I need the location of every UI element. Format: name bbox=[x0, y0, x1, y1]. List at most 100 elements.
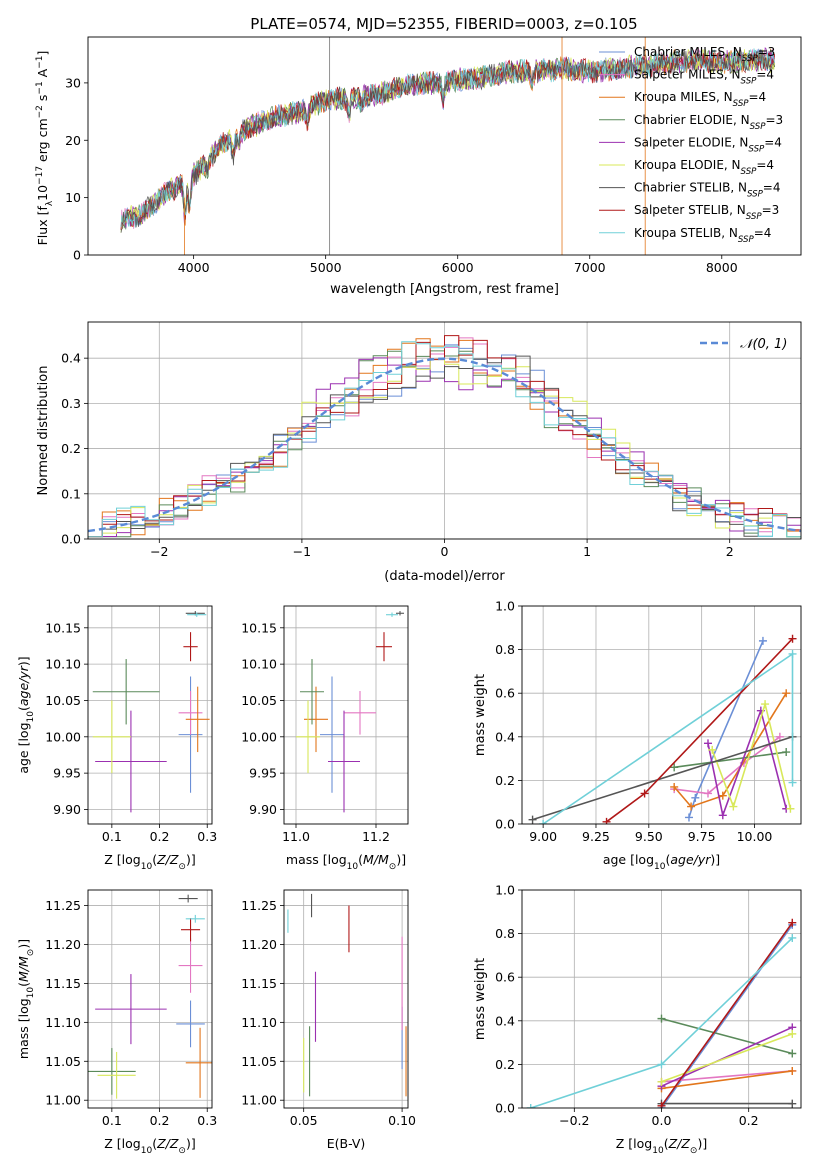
y-axis-label: Flux [fλ10−17 erg cm−2 s−1 A−1] bbox=[35, 51, 55, 246]
x-tick-label: 0.2 bbox=[150, 829, 170, 844]
label-part: =4 bbox=[763, 181, 781, 195]
label-part: Chabrier ELODIE, N bbox=[634, 113, 750, 127]
series-marker bbox=[687, 802, 696, 811]
series-marker bbox=[788, 1029, 797, 1038]
figure-title: PLATE=0574, MJD=52355, FIBERID=0003, z=0… bbox=[250, 15, 637, 33]
panel-mass-weight-vs-age: 9.00 9.25 9.50 9.75 10.00 0.0 0.2 0.4 0.6 0.8 1.0 a… bbox=[473, 599, 802, 872]
series-line bbox=[673, 692, 787, 808]
y-tick-label: 0.0 bbox=[61, 532, 81, 547]
label-part: ] bbox=[35, 51, 50, 56]
x-axis-label: age [log10(age/yr)] bbox=[603, 852, 720, 872]
errorbar-point bbox=[181, 918, 201, 942]
x-tick-label: 0.2 bbox=[150, 1113, 170, 1128]
axes-frame bbox=[283, 605, 409, 825]
label-part: s bbox=[35, 95, 50, 106]
label-part: Flux [f bbox=[35, 206, 50, 246]
y-tick-label: 1.0 bbox=[495, 883, 515, 898]
label-part: A bbox=[35, 68, 50, 81]
label-part: 10 bbox=[141, 862, 153, 872]
panel-residuals: −2 −1 0 1 2 0.0 0.1 0.2 0.3 0.4 𝒩(0, 1) (data-model… bbox=[36, 321, 802, 584]
label-part: −1 bbox=[35, 81, 45, 94]
label-part: =4 bbox=[754, 226, 772, 240]
series-line bbox=[661, 1070, 793, 1083]
series-line bbox=[707, 707, 787, 819]
x-tick-label: 10.00 bbox=[737, 829, 773, 844]
x-tick-label: 5000 bbox=[310, 260, 342, 275]
series-line bbox=[674, 751, 787, 769]
series-marker bbox=[670, 782, 679, 791]
histogram-kroupa-elodie bbox=[88, 359, 801, 538]
series-line bbox=[532, 736, 793, 821]
histogram-kroupa-stelib bbox=[88, 341, 801, 538]
label-part: ( bbox=[665, 852, 670, 867]
y-tick-label: 10.15 bbox=[45, 620, 81, 635]
y-tick-label: 11.25 bbox=[45, 898, 81, 913]
series-marker bbox=[788, 1066, 797, 1075]
y-tick-label: 10.00 bbox=[45, 729, 81, 744]
series-kroupa-stelib bbox=[539, 649, 797, 824]
label-part: 10 bbox=[652, 1146, 664, 1156]
label-part: =3 bbox=[758, 45, 776, 59]
y-tick-label: 11.00 bbox=[45, 1093, 81, 1108]
label-part: SSP bbox=[733, 99, 750, 109]
plot-area bbox=[88, 890, 212, 1108]
label-part: −17 bbox=[35, 166, 45, 185]
series-kroupa-elodie bbox=[708, 700, 795, 813]
y-tick-label: 0.2 bbox=[495, 773, 515, 788]
y-tick-label: 0 bbox=[73, 248, 81, 263]
label-part: age/yr bbox=[670, 852, 711, 867]
errorbar-point bbox=[92, 659, 160, 725]
y-tick-label: 11.15 bbox=[45, 976, 81, 991]
legend-entry: Chabrier ELODIE, NSSP=3 bbox=[634, 113, 783, 132]
axes-frame bbox=[87, 605, 213, 825]
label-part: SSP bbox=[747, 190, 764, 200]
errorbar-point bbox=[92, 700, 131, 774]
x-axis-label: Z [log10(Z/Z⊙)] bbox=[104, 1136, 195, 1156]
series-line bbox=[674, 736, 781, 795]
x-tick-label: 0.1 bbox=[102, 829, 122, 844]
series-marker bbox=[704, 789, 712, 798]
x-axis-label: Z [log10(Z/Z⊙)] bbox=[616, 1136, 707, 1156]
y-tick-label: 0.6 bbox=[495, 970, 515, 985]
legend-entry: Chabrier MILES, NSSP=3 bbox=[634, 45, 775, 64]
errorbar-point bbox=[300, 659, 324, 725]
x-tick-label: −0.2 bbox=[559, 1113, 589, 1128]
axes-frame bbox=[521, 605, 802, 825]
series-line bbox=[661, 1070, 793, 1090]
series-marker bbox=[788, 1099, 797, 1108]
series-marker bbox=[684, 813, 693, 822]
series-marker bbox=[526, 1104, 535, 1108]
label-part: age [log bbox=[603, 852, 654, 867]
label-part: SSP bbox=[742, 54, 759, 64]
series-marker bbox=[788, 634, 797, 643]
label-part: mass [log bbox=[16, 998, 31, 1059]
y-tick-label: 0.2 bbox=[495, 1057, 515, 1072]
series-marker bbox=[704, 739, 712, 748]
y-tick-label: 11.25 bbox=[241, 898, 277, 913]
y-tick-label: 9.95 bbox=[249, 766, 277, 781]
series-line bbox=[661, 1017, 793, 1055]
y-tick-label: 9.95 bbox=[53, 766, 81, 781]
x-tick-label: 7000 bbox=[574, 260, 606, 275]
label-part: λ bbox=[45, 200, 55, 206]
y-tick-label: 10.10 bbox=[241, 657, 277, 672]
y-tick-label: 30 bbox=[65, 75, 81, 90]
series-chabrier-stelib bbox=[528, 732, 797, 824]
x-tick-label: 0 bbox=[441, 544, 449, 559]
label-part: )] bbox=[710, 852, 720, 867]
series-marker bbox=[657, 1077, 666, 1086]
label-part: ⊙ bbox=[690, 1146, 698, 1156]
series-kroupa-elodie bbox=[657, 1029, 797, 1086]
series-line bbox=[660, 922, 793, 1107]
legend-entry: Chabrier STELIB, NSSP=4 bbox=[634, 181, 781, 200]
series-line bbox=[606, 638, 794, 823]
series-marker bbox=[539, 820, 548, 824]
label-part: Chabrier STELIB, N bbox=[634, 181, 747, 195]
y-tick-label: 9.90 bbox=[53, 802, 81, 817]
label-part: ( bbox=[152, 1136, 157, 1151]
errorbar-point bbox=[328, 710, 360, 813]
x-axis-label: Z [log10(Z/Z⊙)] bbox=[104, 852, 195, 872]
legend-entry: 𝒩(0, 1) bbox=[740, 337, 787, 352]
series-marker bbox=[718, 811, 727, 820]
x-axis-label: mass [log10(M/M⊙)] bbox=[286, 852, 406, 872]
